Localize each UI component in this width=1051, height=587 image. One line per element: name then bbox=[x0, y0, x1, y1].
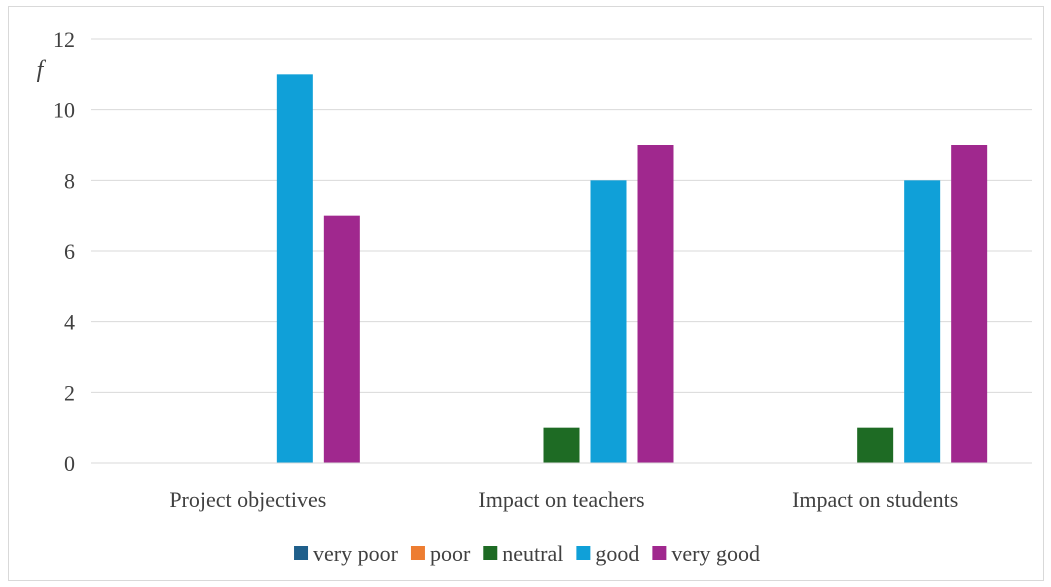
legend-swatch bbox=[410, 546, 425, 560]
y-tick-label: 4 bbox=[64, 310, 75, 335]
y-axis-label: f bbox=[37, 57, 47, 83]
y-tick-label: 0 bbox=[64, 451, 75, 476]
bar-very-good-2 bbox=[637, 145, 674, 463]
y-tick-label: 6 bbox=[64, 239, 75, 264]
chart-frame: 0 2 4 6 8 10 12 f Project objectives Impact on … bbox=[8, 6, 1044, 581]
legend-item: very poor bbox=[294, 541, 399, 566]
legend-swatch bbox=[652, 546, 667, 560]
y-tick-label: 10 bbox=[53, 98, 75, 123]
bar-good-1 bbox=[276, 74, 313, 463]
legend-label: good bbox=[595, 541, 639, 566]
legend-swatch bbox=[294, 546, 309, 560]
bar-very-good-1 bbox=[323, 215, 360, 463]
legend-item: very good bbox=[652, 541, 760, 566]
gridlines bbox=[91, 38, 1032, 393]
legend-swatch bbox=[576, 546, 591, 560]
x-category-label: Impact on students bbox=[792, 487, 958, 512]
bar-chart: 0 2 4 6 8 10 12 f Project objectives Impact on … bbox=[37, 27, 1032, 566]
legend-item: good bbox=[576, 541, 639, 566]
bars bbox=[276, 74, 988, 464]
legend-label: poor bbox=[430, 541, 471, 566]
x-category-label: Impact on teachers bbox=[478, 487, 644, 512]
bar-neutral-3 bbox=[857, 427, 894, 463]
bar-very-good-3 bbox=[951, 145, 988, 463]
legend-label: very poor bbox=[313, 541, 399, 566]
legend-label: neutral bbox=[502, 541, 563, 566]
bar-good-2 bbox=[590, 180, 627, 464]
x-axis-categories: Project objectives Impact on teachers Impa… bbox=[169, 487, 958, 512]
x-category-label: Project objectives bbox=[169, 487, 326, 512]
y-tick-label: 12 bbox=[53, 27, 75, 52]
y-tick-label: 2 bbox=[64, 380, 75, 405]
legend-label: very good bbox=[671, 541, 760, 566]
y-tick-label: 8 bbox=[64, 168, 75, 193]
legend: very poor poor neutral good very good bbox=[294, 541, 760, 566]
legend-item: poor bbox=[410, 541, 471, 566]
bar-good-3 bbox=[904, 180, 941, 464]
bar-neutral-2 bbox=[543, 427, 580, 463]
y-axis-ticks: 0 2 4 6 8 10 12 bbox=[53, 27, 75, 476]
legend-item: neutral bbox=[483, 541, 563, 566]
legend-swatch bbox=[483, 546, 498, 560]
